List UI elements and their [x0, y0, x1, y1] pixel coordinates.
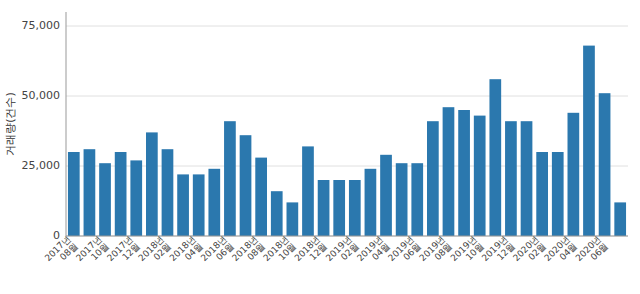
y-ticks: 025,00050,00075,000 [22, 19, 61, 242]
bar [443, 107, 455, 236]
x-tick-label: 2019년02월 [324, 234, 361, 271]
x-tick-label: 2019년08월 [417, 234, 454, 271]
bar [68, 152, 80, 236]
bar [427, 121, 439, 236]
y-axis-label: 거래량(건수) [4, 92, 17, 156]
bar [84, 149, 96, 236]
bar [177, 174, 189, 236]
x-tick-label: 2018년04월 [168, 234, 205, 271]
bar [240, 135, 252, 236]
bar [614, 202, 626, 236]
bar [271, 191, 283, 236]
bars [68, 46, 626, 236]
y-tick-label: 75,000 [22, 19, 61, 32]
bar [536, 152, 548, 236]
bar [365, 169, 377, 236]
x-tick-label: 2018년12월 [293, 234, 330, 271]
x-tick-label: 2017년12월 [105, 234, 142, 271]
x-tick-label: 2018년02월 [136, 234, 173, 271]
y-tick-label: 50,000 [22, 89, 61, 102]
bar [380, 155, 392, 236]
chart: 025,00050,00075,0002017년08월2017년10월2017년… [0, 0, 640, 294]
x-tick-label: 2020년04월 [542, 234, 579, 271]
x-tick-label: 2017년10월 [74, 234, 111, 271]
bar [583, 46, 595, 236]
bar [521, 121, 533, 236]
bar [396, 163, 408, 236]
bar [146, 132, 158, 236]
bar [115, 152, 127, 236]
bar [489, 79, 501, 236]
bar [411, 163, 423, 236]
x-tick-label: 2018년06월 [199, 234, 236, 271]
x-tick-label: 2019년04월 [355, 234, 392, 271]
grid-line [66, 96, 628, 97]
bar [255, 158, 267, 236]
bar [474, 116, 486, 236]
bar [333, 180, 345, 236]
bar [287, 202, 299, 236]
bar [162, 149, 174, 236]
bar [552, 152, 564, 236]
x-tick-label: 2019년10월 [449, 234, 486, 271]
bar [458, 110, 470, 236]
bar [224, 121, 236, 236]
bar [568, 113, 580, 236]
x-tick-label: 2019년12월 [480, 234, 517, 271]
bar [193, 174, 205, 236]
bar [99, 163, 111, 236]
x-tick-label: 2017년08월 [43, 234, 80, 271]
grid-line [66, 26, 628, 27]
x-tick-label: 2018년08월 [230, 234, 267, 271]
x-tick-label: 2020년06월 [574, 234, 611, 271]
bar [318, 180, 330, 236]
bar [505, 121, 517, 236]
y-axis-line [66, 12, 67, 236]
bar [302, 146, 314, 236]
x-tick-label: 2019년06월 [386, 234, 423, 271]
x-tick-label: 2020년02월 [511, 234, 548, 271]
y-tick-label: 25,000 [22, 159, 61, 172]
grid [66, 26, 628, 236]
bar [349, 180, 361, 236]
x-tick-label: 2018년10월 [261, 234, 298, 271]
bar [208, 169, 220, 236]
x-ticks: 2017년08월2017년10월2017년12월2018년02월2018년04월… [43, 234, 610, 271]
bar [130, 160, 142, 236]
bar [599, 93, 611, 236]
